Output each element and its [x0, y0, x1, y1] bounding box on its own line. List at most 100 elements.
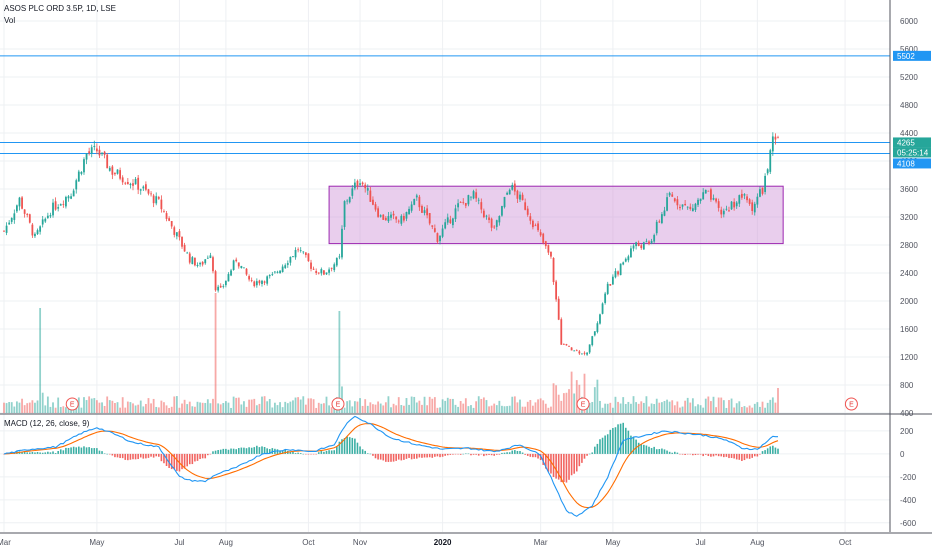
macd-histogram-bar — [170, 453, 173, 470]
candle-body — [614, 271, 617, 278]
volume-bar — [392, 403, 395, 413]
candle-body — [632, 245, 635, 249]
candle-body — [740, 193, 743, 198]
candle-body — [446, 217, 449, 223]
candle-body — [717, 201, 720, 208]
candle-body — [557, 298, 560, 320]
volume-bar — [606, 403, 609, 413]
volume-bar — [691, 398, 694, 413]
macd-histogram-bar — [207, 453, 209, 456]
volume-bar — [369, 402, 372, 413]
macd-histogram-bar — [186, 453, 188, 467]
macd-histogram-bar — [689, 453, 692, 455]
volume-bar — [413, 396, 416, 413]
candle-body — [606, 283, 609, 294]
candle-body — [116, 169, 119, 174]
candle-body — [475, 192, 478, 199]
candle-body — [36, 230, 39, 235]
macd-legend[interactable]: MACD (12, 26, close, 9) — [4, 419, 90, 428]
macd-histogram-bar — [640, 444, 643, 454]
volume-bar — [279, 402, 281, 413]
volume-bar — [175, 396, 178, 413]
macd-histogram-bar — [237, 448, 240, 454]
macd-histogram-bar — [261, 446, 263, 454]
volume-bar — [126, 401, 129, 413]
candle-body — [54, 201, 57, 210]
volume-bar — [457, 406, 459, 413]
candle-body — [106, 154, 109, 169]
volume-bar — [312, 399, 315, 413]
candle-body — [320, 269, 323, 274]
macd-histogram-bar — [550, 453, 552, 474]
macd-histogram-bar — [668, 451, 671, 454]
volume-bar — [65, 407, 67, 413]
volume-legend[interactable]: Vol — [4, 16, 16, 25]
price-badge — [893, 147, 931, 158]
candle-body — [436, 233, 439, 242]
candle-body — [593, 331, 596, 336]
volume-bar — [346, 401, 349, 413]
volume-bar — [121, 397, 124, 413]
macd-histogram-bar — [333, 450, 336, 454]
macd-histogram-bar — [661, 448, 663, 454]
volume-bar — [707, 396, 710, 413]
macd-histogram-bar — [748, 453, 751, 459]
macd-histogram-bar — [431, 453, 434, 458]
volume-bar — [488, 406, 490, 413]
macd-histogram-bar — [134, 453, 137, 460]
volume-bar — [343, 407, 346, 413]
macd-histogram-bar — [366, 453, 369, 454]
price-tick-label: 1200 — [900, 353, 918, 362]
candle-body — [562, 344, 565, 345]
candle-body — [449, 219, 452, 224]
candle-body — [769, 150, 772, 172]
macd-histogram-bar — [194, 453, 196, 462]
candle-body — [163, 211, 165, 213]
macd-histogram-bar — [245, 448, 248, 454]
macd-histogram-bar — [325, 450, 328, 454]
candle-body — [482, 210, 485, 218]
time-tick-label: Oct — [302, 538, 315, 547]
candle-body — [627, 256, 630, 261]
symbol-legend[interactable]: ASOS PLC ORD 3.5P, 1D, LSE — [4, 4, 116, 13]
volume-bar — [266, 401, 269, 413]
volume-bar — [614, 396, 617, 413]
macd-histogram-bar — [717, 453, 720, 457]
volume-bar — [501, 405, 503, 413]
volume-bar — [196, 401, 199, 413]
candle-body — [237, 262, 240, 267]
macd-histogram-bar — [328, 450, 330, 454]
volume-bar — [366, 405, 369, 413]
macd-histogram-bar — [769, 446, 772, 454]
time-tick-label: Oct — [839, 538, 852, 547]
volume-bar — [145, 403, 147, 413]
candle-body — [604, 293, 607, 303]
macd-histogram-bar — [498, 453, 501, 455]
candle-body — [650, 240, 653, 244]
macd-histogram-bar — [707, 453, 710, 457]
macd-histogram-bar — [93, 448, 96, 454]
volume-bar — [408, 404, 410, 413]
macd-histogram-bar — [470, 453, 472, 456]
macd-histogram-bar — [57, 451, 59, 454]
volume-bar — [80, 407, 83, 413]
candle-body — [691, 208, 694, 212]
volume-bar — [493, 403, 496, 413]
candle-body — [524, 202, 527, 210]
candle-body — [147, 189, 150, 194]
macd-histogram-bar — [485, 453, 488, 456]
macd-histogram-bar — [547, 453, 550, 472]
volume-bar — [348, 400, 351, 413]
candle-body — [224, 280, 227, 286]
macd-histogram-bar — [410, 453, 413, 460]
volume-bar — [382, 405, 385, 413]
candle-body — [392, 213, 395, 216]
price-tick-label: 5600 — [900, 45, 918, 54]
macd-histogram-bar — [227, 449, 230, 454]
macd-tick-label: -200 — [900, 473, 917, 482]
candle-body — [506, 192, 508, 195]
candle-body — [121, 177, 124, 183]
volume-bar — [222, 403, 225, 413]
macd-histogram-bar — [199, 453, 201, 460]
volume-layer — [3, 293, 779, 413]
